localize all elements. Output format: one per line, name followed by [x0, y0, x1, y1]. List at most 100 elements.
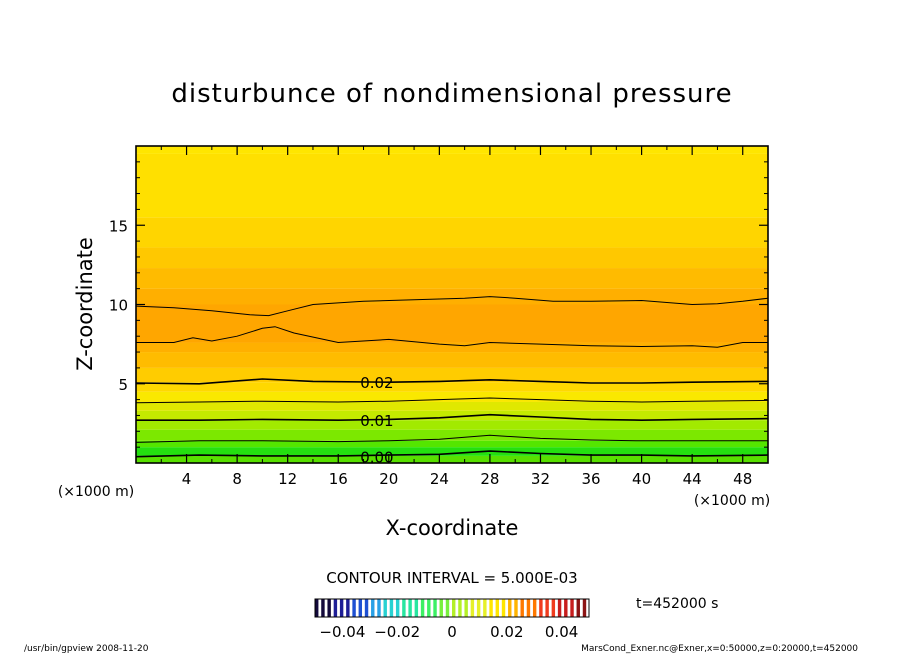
- colorbar-cell: [364, 599, 369, 617]
- contour-line: [136, 450, 768, 458]
- contour-line: [136, 434, 768, 443]
- x-unit-note-left: (×1000 m): [58, 484, 134, 500]
- colorbar-cell: [439, 599, 443, 617]
- colorbar-cell: [514, 599, 518, 617]
- contour-band: [136, 146, 768, 154]
- contour-band: [136, 153, 768, 218]
- x-tick-label: 8: [232, 470, 242, 488]
- colorbar-cell: [501, 599, 506, 617]
- colorbar-frame: [314, 598, 590, 618]
- contour-line: [136, 326, 768, 348]
- colorbar-cell: [464, 599, 468, 617]
- colorbar-cell: [545, 599, 549, 617]
- x-tick-label: 40: [632, 470, 651, 488]
- chart-title: disturbunce of nondimensional pressure: [171, 79, 732, 109]
- contour-label: 0.02: [360, 374, 393, 392]
- colorbar-cell: [339, 599, 344, 617]
- contour-labels: 0.02 0.01 0.00: [360, 374, 393, 467]
- contour-band: [136, 304, 768, 343]
- colorbar-cell: [476, 599, 481, 617]
- colorbar-tick-label: −0.04: [319, 623, 365, 641]
- contour-band: [136, 391, 768, 402]
- colorbar-cell: [371, 599, 375, 617]
- filled-contour-bands: [136, 146, 768, 463]
- x-tick-label: 28: [480, 470, 499, 488]
- y-unit-note-right: (×1000 m): [694, 493, 770, 509]
- contour-band: [136, 288, 768, 305]
- colorbar-cell: [539, 599, 543, 617]
- colorbar-cell: [445, 599, 450, 617]
- colorbar-cell: [526, 599, 531, 617]
- colorbar-cell: [564, 599, 568, 617]
- contour-band: [136, 342, 768, 353]
- contour-band: [136, 447, 768, 456]
- x-tick-label: 44: [683, 470, 702, 488]
- colorbar-cell: [532, 599, 537, 617]
- x-tick-label: 32: [531, 470, 550, 488]
- contour-interval-label: CONTOUR INTERVAL = 5.000E-03: [326, 569, 577, 587]
- contour-band: [136, 410, 768, 421]
- colorbar-cell: [346, 599, 350, 617]
- colorbar-cell: [358, 599, 363, 617]
- x-tick-label: 16: [329, 470, 348, 488]
- contour-band: [136, 420, 768, 430]
- colorbar-tick-label: 0.04: [545, 623, 578, 641]
- x-tick-label: 12: [278, 470, 297, 488]
- colorbar-tick-label: −0.02: [374, 623, 420, 641]
- x-tick-label: 20: [379, 470, 398, 488]
- contour-band: [136, 429, 768, 441]
- colorbar-cell: [470, 599, 475, 617]
- colorbar-cell: [395, 599, 400, 617]
- contour-band: [136, 455, 768, 463]
- colorbar-cell: [427, 599, 431, 617]
- contour-label: 0.00: [360, 449, 393, 467]
- colorbar-tick-label: 0.02: [490, 623, 523, 641]
- y-axis-label: Z-coordinate: [73, 237, 97, 371]
- contour-line: [136, 296, 768, 317]
- colorbar-tick-label: 0: [447, 623, 457, 641]
- y-tick-label: 10: [109, 297, 128, 315]
- colorbar-cell: [315, 599, 319, 617]
- colorbar-tick-labels: −0.04 −0.02 0 0.02 0.04: [319, 623, 578, 641]
- colorbar-cell: [433, 599, 437, 617]
- colorbar-cell: [321, 599, 325, 617]
- contour-band: [136, 217, 768, 248]
- colorbar-cell: [576, 599, 580, 617]
- footer-right: MarsCond_Exner.nc@Exner,x=0:50000,z=0:20…: [581, 644, 858, 654]
- colorbar-cell: [458, 599, 462, 617]
- colorbar-cell: [452, 599, 456, 617]
- colorbar: [315, 599, 587, 617]
- colorbar-cell: [557, 599, 562, 617]
- colorbar-cell: [389, 599, 394, 617]
- colorbar-cell: [520, 599, 524, 617]
- colorbar-cell: [495, 599, 500, 617]
- contour-lines: [136, 296, 768, 458]
- contour-band: [136, 382, 768, 392]
- y-tick-label: 5: [118, 376, 128, 394]
- colorbar-cell: [414, 599, 419, 617]
- colorbar-cell: [402, 599, 406, 617]
- colorbar-cell: [383, 599, 387, 617]
- y-tick-label: 15: [109, 217, 128, 235]
- colorbar-cell: [570, 599, 574, 617]
- colorbar-cell: [551, 599, 556, 617]
- colorbar-cell: [483, 599, 487, 617]
- x-tick-label: 24: [430, 470, 449, 488]
- contour-line: [136, 397, 768, 404]
- colorbar-cell: [420, 599, 425, 617]
- colorbar-cell: [377, 599, 381, 617]
- contour-band: [136, 352, 768, 368]
- colorbar-cell: [508, 599, 512, 617]
- contour-band: [136, 440, 768, 448]
- contour-label: 0.01: [360, 412, 393, 430]
- contour-band: [136, 268, 768, 289]
- footer-left: /usr/bin/gpview 2008-11-20: [24, 644, 149, 654]
- contour-band: [136, 247, 768, 269]
- contour-band: [136, 401, 768, 411]
- x-tick-label: 36: [581, 470, 600, 488]
- x-axis-label: X-coordinate: [386, 516, 519, 540]
- contour-band: [136, 367, 768, 383]
- colorbar-cell: [333, 599, 338, 617]
